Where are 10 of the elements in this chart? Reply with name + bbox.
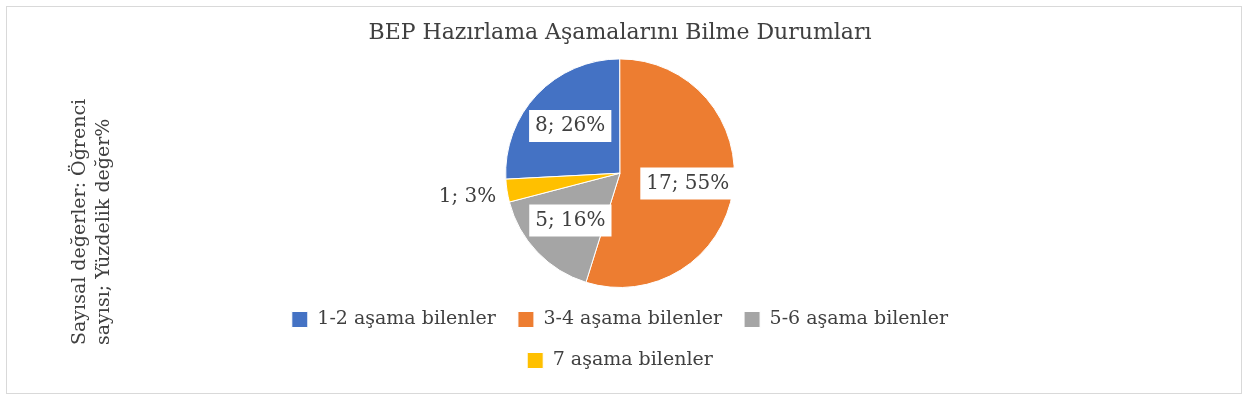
data-label: 8; 26% bbox=[535, 112, 606, 137]
legend-label: 3-4 aşama bilenler bbox=[543, 306, 723, 329]
chart-title: BEP Hazırlama Aşamalarını Bilme Durumları bbox=[368, 18, 872, 44]
legend-label: 7 aşama bilenler bbox=[552, 347, 714, 370]
data-label: 1; 3% bbox=[438, 183, 497, 208]
data-label: 5; 16% bbox=[535, 206, 606, 231]
text: Sayısal değerler: Öğrenci sayısı; Yüzdelik değer% bbox=[66, 97, 114, 345]
data-label: 17; 55% bbox=[646, 169, 730, 194]
legend-label: 1-2 aşama bilenler bbox=[317, 306, 497, 329]
legend-label: 5-6 aşama bilenler bbox=[769, 306, 950, 329]
